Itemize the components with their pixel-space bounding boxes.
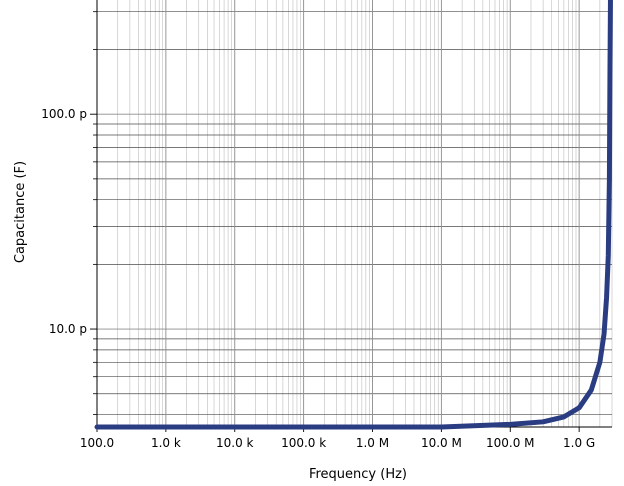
axes [90, 0, 612, 432]
x-tick-label: 10.0 M [421, 436, 462, 450]
x-tick-label: 100.0 [80, 436, 114, 450]
x-tick-label: 1.0 k [151, 436, 181, 450]
capacitance-series-line [94, 0, 613, 430]
major-grid [96, 0, 612, 427]
x-axis-title: Frequency (Hz) [309, 467, 407, 482]
y-tick-label: 10.0 p [49, 322, 87, 336]
tick-labels: 100.0 1.0 k 10.0 k 100.0 k 1.0 M 10.0 M 100.0 … [41, 107, 595, 450]
x-tick-label: 1.0 G [563, 436, 595, 450]
x-tick-label: 100.0 M [486, 436, 535, 450]
series-layer [94, 0, 613, 430]
y-axis-title: Capacitance (F) [13, 161, 28, 263]
x-tick-label: 10.0 k [216, 436, 254, 450]
x-tick-label: 100.0 k [281, 436, 326, 450]
x-tick-label: 1.0 M [356, 436, 389, 450]
minor-grid [97, 0, 613, 427]
y-tick-label: 100.0 p [41, 107, 87, 121]
